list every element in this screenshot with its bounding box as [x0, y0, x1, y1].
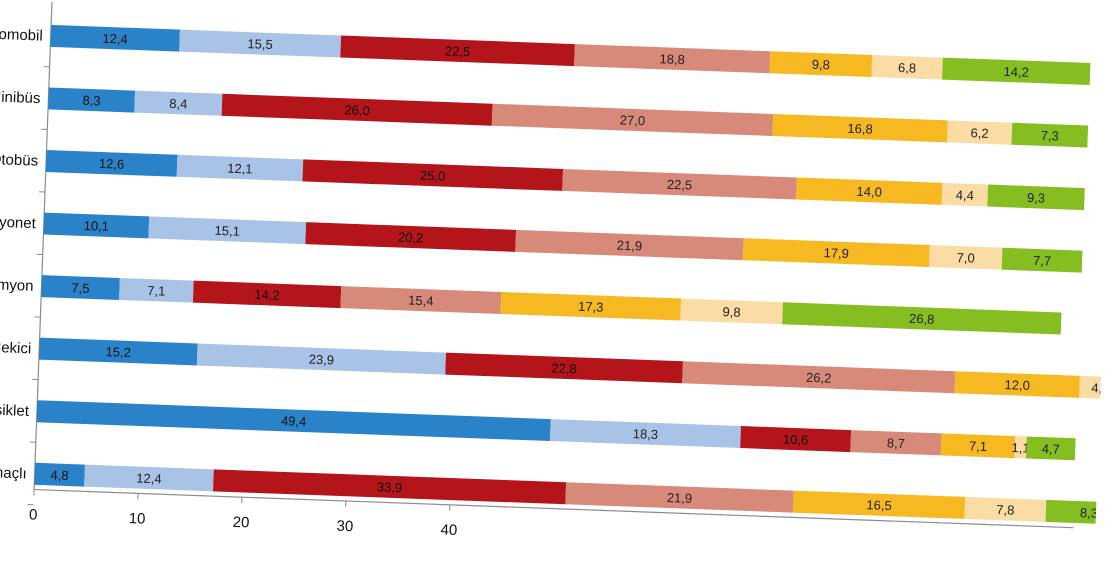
category-label: amyonet [0, 213, 37, 232]
bar-value-label: 10,1 [83, 218, 109, 234]
bar-value-label: 14,0 [856, 184, 882, 200]
bar-value-label: 27,0 [620, 112, 646, 128]
partial-bar-label: 19,2 [669, 0, 695, 5]
bar-value-label: 12,1 [227, 161, 253, 177]
partial-bar-segment [781, 0, 905, 16]
category-label: Çekici [0, 339, 32, 357]
bar-value-label: 9,8 [812, 57, 831, 73]
bar-value-label: 26,2 [806, 370, 832, 386]
category-label: amyon [0, 276, 34, 295]
bar-value-label: 8,4 [169, 96, 188, 112]
bar-value-label: 26,8 [909, 311, 935, 327]
x-tick-label: 40 [440, 522, 457, 540]
partial-bar-segment [468, 0, 582, 4]
bar-value-label: 22,5 [667, 177, 693, 193]
bar-value-label: 15,1 [214, 223, 240, 239]
bar-value-label: 22,8 [551, 360, 577, 376]
bar-value-label: 14,2 [254, 287, 280, 303]
bar-value-label: 33,9 [377, 479, 403, 495]
partial-bar-label: 11,9 [831, 0, 856, 11]
bar-value-label: 7,1 [969, 438, 988, 454]
bar-value-label: 15,5 [247, 36, 273, 52]
bar-value-label: 9,3 [1027, 190, 1046, 206]
bar-value-label: 21,9 [667, 490, 693, 506]
bar-value-label: 8,7 [887, 435, 906, 451]
bar-value-label: 23,9 [308, 352, 334, 368]
category-label: Otomobil [0, 25, 43, 44]
bar-value-label: 49,4 [281, 413, 307, 429]
x-tick-label: 30 [336, 518, 353, 536]
bar-value-label: 7,8 [996, 502, 1015, 518]
bar-value-label: 7,1 [147, 283, 166, 299]
category-label: Otobüs [0, 151, 38, 170]
bar-value-label: 20,2 [398, 230, 424, 246]
bar-value-label: 18,3 [633, 426, 659, 442]
bar-value-label: 12,4 [102, 31, 128, 47]
bar-value-label: 7,7 [1033, 253, 1052, 269]
bar-value-label: 16,5 [866, 497, 892, 513]
category-label: osiklet [0, 401, 30, 420]
bar-value-label: 18,8 [659, 51, 685, 67]
bar-value-label: 4,0 [1091, 380, 1110, 396]
bar-value-label: 7,5 [71, 280, 90, 296]
bar-value-label: 8,3 [1080, 505, 1099, 521]
bar-value-label: 26,0 [344, 102, 370, 118]
bar-value-label: 4,7 [1041, 441, 1060, 457]
bar-value-label: 12,0 [1004, 377, 1030, 393]
bar-value-label: 22,5 [445, 43, 471, 59]
bar-value-label: 9,8 [722, 304, 741, 320]
x-tick-label: 0 [29, 506, 38, 523]
bar-value-label: 7,0 [956, 250, 975, 266]
bar-value-label: 17,9 [823, 245, 849, 261]
bar-value-label: 15,2 [105, 344, 131, 360]
bar-value-label: 4,4 [956, 187, 975, 203]
bar-value-label: 17,3 [578, 299, 604, 315]
category-label: maçlı [0, 464, 27, 482]
bar-value-label: 21,9 [617, 238, 643, 254]
bar-value-label: 25,0 [420, 168, 446, 184]
partial-bar-segment [970, 0, 1092, 22]
bar-value-label: 6,2 [970, 125, 989, 141]
bar-value-label: 12,6 [99, 156, 125, 172]
bar-value-label: 16,8 [847, 121, 873, 137]
partial-bar-segment [582, 0, 782, 11]
bar-value-label: 6,8 [898, 60, 917, 76]
bar-value-label: 8,3 [82, 93, 101, 109]
bar-value-label: 14,2 [1003, 64, 1029, 80]
bar-value-label: 12,4 [136, 471, 162, 487]
category-label: Minibüs [0, 88, 41, 107]
bar-value-label: 7,3 [1040, 128, 1059, 144]
x-tick-label: 20 [232, 514, 249, 532]
partial-bar-label: 6,3 [929, 0, 948, 14]
bar-value-label: 4,8 [50, 467, 69, 483]
bar-value-label: 10,6 [783, 432, 809, 448]
partial-bar-segment [905, 0, 971, 18]
x-tick-label: 10 [128, 510, 145, 528]
bar-value-label: 15,4 [408, 293, 434, 309]
